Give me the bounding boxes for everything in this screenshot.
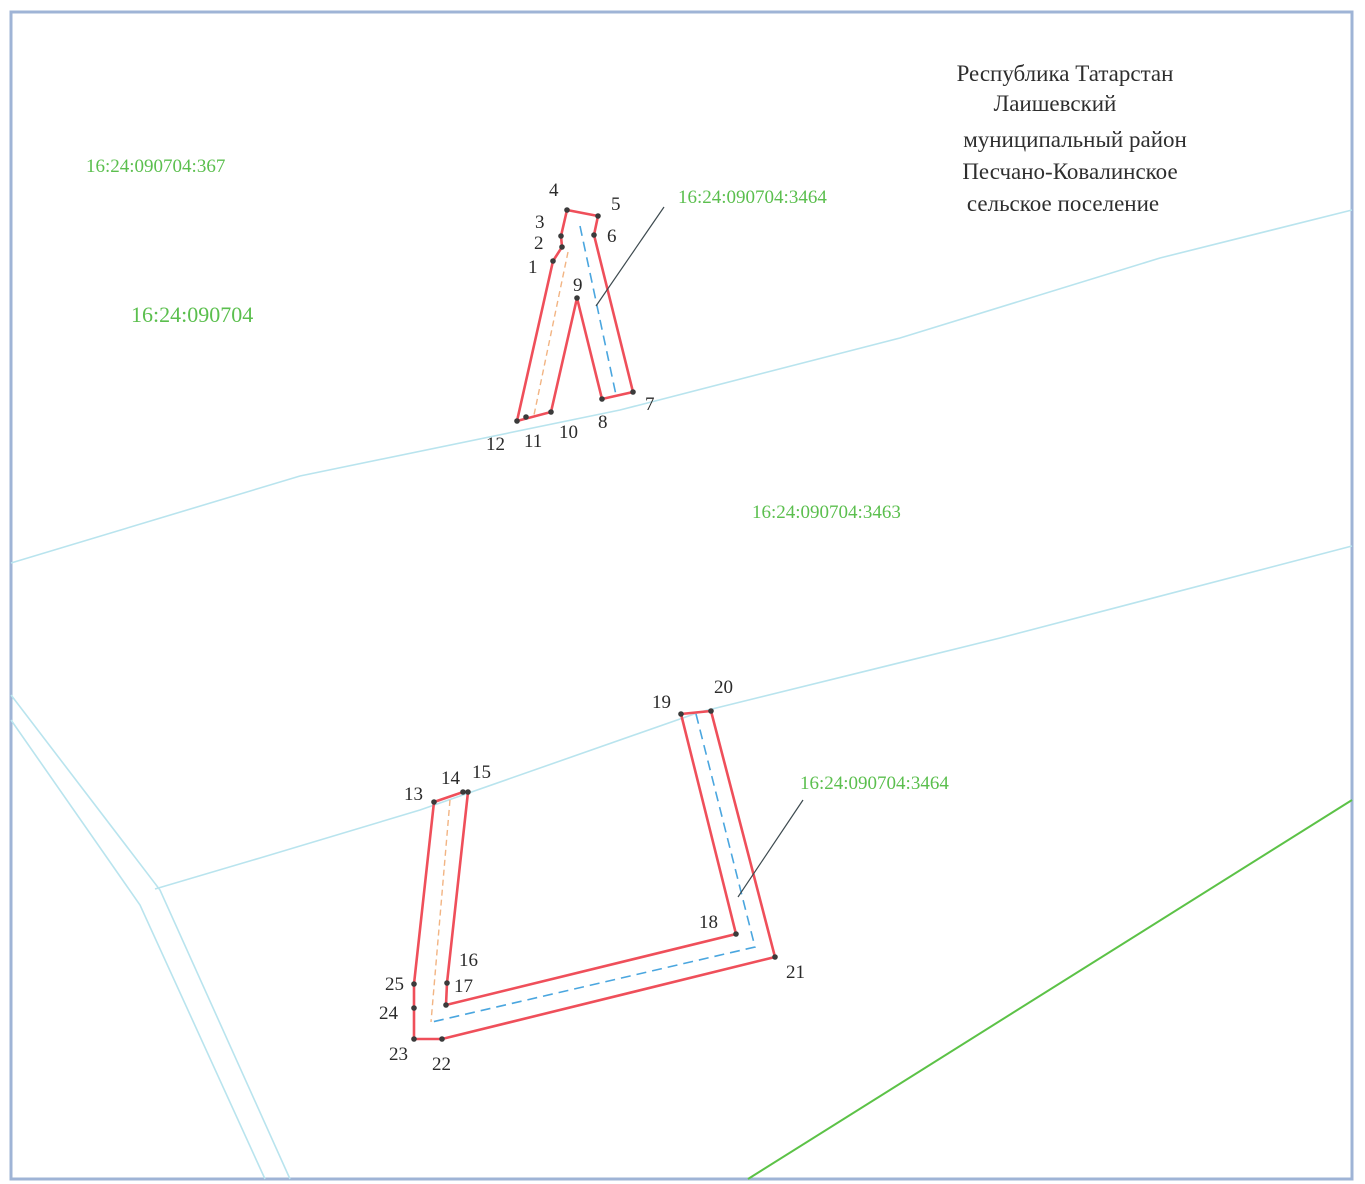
leader-line-lower <box>737 799 804 898</box>
point-label: 25 <box>385 974 404 995</box>
point-label: 4 <box>549 180 559 201</box>
cadastral-labels: 16:24:090704:367 16:24:090704 16:24:0907… <box>86 156 949 794</box>
point-label: 19 <box>652 692 671 713</box>
title-line-5: сельское поселение <box>967 191 1159 216</box>
vertex-marker <box>772 954 778 960</box>
title-line-1: Республика Татарстан <box>957 61 1174 86</box>
point-label: 18 <box>699 912 718 933</box>
point-label: 9 <box>573 275 583 296</box>
vertex-markers <box>411 207 778 1042</box>
point-label: 17 <box>454 976 473 997</box>
point-label: 13 <box>404 784 423 805</box>
vertex-marker <box>559 244 565 250</box>
vertex-marker <box>460 789 466 795</box>
point-label: 12 <box>486 434 505 455</box>
cadastral-label-3463: 16:24:090704:3463 <box>752 502 901 523</box>
upper-contour-axis-left <box>533 251 569 416</box>
vertex-marker <box>708 708 714 714</box>
vertex-marker <box>595 213 601 219</box>
point-label: 20 <box>714 677 733 698</box>
green-boundary-line <box>747 799 1353 1180</box>
vertex-marker <box>444 980 450 986</box>
point-label: 2 <box>534 233 544 254</box>
lower-contour-axis-left <box>430 799 451 1023</box>
parcel-boundaries <box>10 209 1353 1180</box>
vertex-marker <box>574 295 580 301</box>
vertex-marker <box>465 789 471 795</box>
lower-contour-outline <box>412 709 777 1041</box>
point-label: 14 <box>441 768 461 789</box>
title-line-2: Лаишевский <box>994 91 1117 116</box>
map-title: Республика Татарстан Лаишевский муниципа… <box>957 61 1187 216</box>
point-label: 24 <box>379 1003 399 1024</box>
point-label: 16 <box>459 950 478 971</box>
vertex-marker <box>630 389 636 395</box>
map-frame <box>9 10 1354 1181</box>
vertex-marker <box>678 711 684 717</box>
point-label: 1 <box>528 257 538 278</box>
vertex-marker <box>733 931 739 937</box>
vertex-marker <box>431 799 437 805</box>
vertex-marker <box>411 1036 417 1042</box>
vertex-marker <box>411 1005 417 1011</box>
point-label: 3 <box>535 212 545 233</box>
parcel-boundary-left-inner <box>10 719 266 1180</box>
vertex-marker <box>548 409 554 415</box>
vertex-marker <box>564 207 570 213</box>
point-label: 6 <box>607 226 617 247</box>
vertex-marker <box>443 1002 449 1008</box>
vertex-marker <box>514 418 520 424</box>
cadastral-label-3464-lower: 16:24:090704:3464 <box>800 773 949 794</box>
point-label: 5 <box>611 194 621 215</box>
point-label: 21 <box>786 962 805 983</box>
point-label: 11 <box>524 431 542 452</box>
cadastral-label-3464-upper: 16:24:090704:3464 <box>678 187 827 208</box>
point-label: 15 <box>472 762 491 783</box>
lower-contour <box>412 709 777 1041</box>
vertex-marker <box>523 414 529 420</box>
point-label: 22 <box>432 1054 451 1075</box>
upper-contour-axis <box>579 225 617 396</box>
point-label: 8 <box>598 412 608 433</box>
vertex-marker <box>591 232 597 238</box>
vertex-marker <box>550 258 556 264</box>
vertex-marker <box>599 396 605 402</box>
title-line-4: Песчано-Ковалинское <box>962 159 1177 184</box>
point-label: 7 <box>645 394 655 415</box>
lower-contour-axis <box>431 713 756 1023</box>
parcel-boundary-middle <box>154 545 1353 890</box>
point-label: 23 <box>389 1044 408 1065</box>
point-label: 10 <box>559 422 578 443</box>
cadastral-label-367: 16:24:090704:367 <box>86 156 225 177</box>
parcel-boundary-upper <box>10 209 1353 564</box>
vertex-marker <box>411 981 417 987</box>
title-line-3: муниципальный район <box>963 127 1187 152</box>
vertex-marker <box>439 1036 445 1042</box>
leader-line-upper <box>595 206 665 307</box>
parcel-boundary-left <box>10 694 291 1180</box>
cadastral-label-quarter: 16:24:090704 <box>131 302 253 327</box>
vertex-marker <box>558 233 564 239</box>
